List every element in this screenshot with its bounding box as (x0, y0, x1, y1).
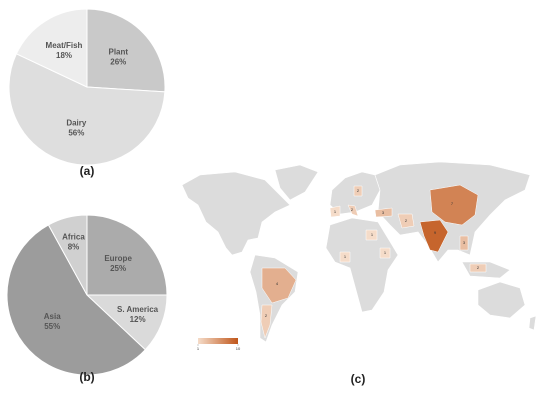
pie-slice (85, 294, 168, 351)
panel-label: (a) (80, 164, 95, 178)
map-region (329, 205, 341, 218)
map-region (419, 219, 449, 253)
pie-slice (15, 8, 88, 88)
region-value: 2 (351, 207, 354, 212)
map-regions: 7 9 4 2 1 2 3 2 1 1 3 2 1 2 (260, 184, 487, 339)
panel-label: (b) (79, 370, 94, 384)
slice-label: Dairy (66, 119, 87, 128)
map-region (261, 267, 297, 304)
slice-value-label: 12% (130, 315, 146, 324)
new-zealand (528, 315, 537, 331)
slice-value-label: 26% (110, 58, 126, 67)
slice-value-label: 8% (68, 242, 80, 251)
scale-tick-label: 10 (236, 346, 241, 351)
greenland (274, 164, 319, 201)
region-value: 1 (384, 250, 387, 255)
pie-slice (8, 53, 166, 166)
color-scale (198, 338, 238, 344)
slice-value-label: 56% (68, 129, 84, 138)
map-region (397, 213, 415, 229)
map-region (339, 251, 351, 263)
pie-slice (86, 214, 168, 296)
map-region (365, 229, 378, 241)
region-value: 1 (334, 209, 337, 214)
region-value: 1 (344, 254, 347, 259)
panel-label: (c) (351, 372, 366, 386)
slice-value-label: 25% (110, 264, 126, 273)
north-america (181, 171, 291, 256)
map-region (374, 207, 393, 218)
slice-label: Europe (104, 254, 132, 263)
slice-label: Meat/Fish (46, 41, 83, 50)
slice-label: Africa (62, 232, 85, 241)
region-value: 3 (382, 210, 385, 215)
region-value: 4 (276, 281, 279, 286)
pie-slice (6, 224, 147, 376)
slice-value-label: 55% (44, 322, 60, 331)
map-region (347, 204, 359, 217)
region-value: 1 (371, 232, 374, 237)
region-value: 2 (357, 188, 360, 193)
region-value: 2 (477, 265, 480, 270)
slice-label: Asia (44, 312, 61, 321)
scale-tick-label: 1 (197, 346, 200, 351)
slice-label: S. America (117, 305, 159, 314)
pie-slice (47, 214, 88, 296)
slice-label: Plant (108, 48, 128, 57)
map-region (429, 184, 479, 226)
region-value: 2 (265, 313, 268, 318)
map-region (379, 247, 391, 259)
map-region (469, 263, 487, 273)
region-value: 7 (451, 201, 454, 206)
slice-value-label: 18% (56, 51, 72, 60)
map-region (260, 304, 273, 339)
pie-slice (86, 8, 166, 93)
region-value: 9 (434, 230, 437, 235)
map-region (353, 185, 363, 197)
region-value: 2 (405, 218, 408, 223)
australia (477, 281, 526, 319)
map-region (459, 235, 469, 251)
region-value: 3 (463, 240, 466, 245)
africa (325, 217, 399, 313)
